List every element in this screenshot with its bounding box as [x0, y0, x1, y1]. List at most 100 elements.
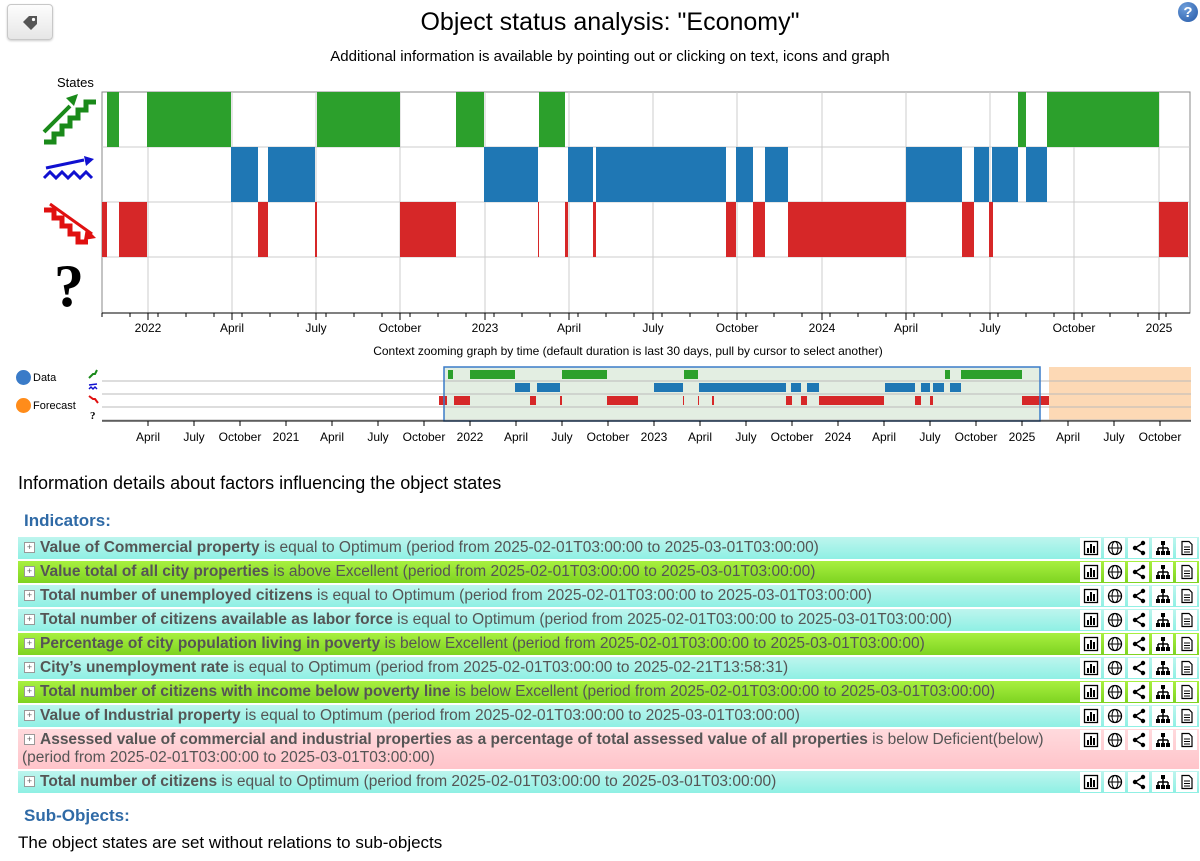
share-icon[interactable] — [1128, 586, 1149, 606]
row-actions — [1080, 706, 1197, 726]
share-icon[interactable] — [1128, 538, 1149, 558]
page-subtitle: Additional information is available by p… — [330, 48, 890, 65]
context-zoom-chart[interactable]: April July October 2021 April July October 2022… — [0, 0, 1200, 450]
expand-icon[interactable]: + — [24, 734, 35, 745]
document-icon[interactable] — [1176, 706, 1197, 726]
globe-icon[interactable] — [1104, 772, 1125, 792]
hierarchy-icon[interactable] — [1152, 538, 1173, 558]
document-icon[interactable] — [1176, 634, 1197, 654]
document-icon[interactable] — [1176, 610, 1197, 630]
chart-icon[interactable] — [1080, 610, 1101, 630]
hierarchy-icon[interactable] — [1152, 634, 1173, 654]
share-icon[interactable] — [1128, 682, 1149, 702]
share-icon[interactable] — [1128, 610, 1149, 630]
tag-button[interactable] — [7, 4, 53, 40]
indicator-name[interactable]: Value total of all city properties — [40, 563, 270, 580]
chart-icon[interactable] — [1080, 634, 1101, 654]
chart-icon[interactable] — [1080, 706, 1101, 726]
indicator-name[interactable]: Total number of unemployed citizens — [40, 587, 313, 604]
share-icon[interactable] — [1128, 772, 1149, 792]
globe-icon[interactable] — [1104, 538, 1125, 558]
indicator-name[interactable]: Total number of citizens with income bel… — [40, 683, 451, 700]
indicator-row[interactable]: + Total number of citizens available as … — [18, 609, 1199, 631]
chart-icon[interactable] — [1080, 562, 1101, 582]
globe-icon[interactable] — [1104, 706, 1125, 726]
hierarchy-icon[interactable] — [1152, 682, 1173, 702]
expand-icon[interactable]: + — [24, 686, 35, 697]
chart-icon[interactable] — [1080, 730, 1101, 750]
globe-icon[interactable] — [1104, 610, 1125, 630]
hierarchy-icon[interactable] — [1152, 562, 1173, 582]
expand-icon[interactable]: + — [24, 638, 35, 649]
expand-icon[interactable]: + — [24, 614, 35, 625]
share-icon[interactable] — [1128, 706, 1149, 726]
indicators-heading: Indicators: — [24, 511, 111, 530]
document-icon[interactable] — [1176, 586, 1197, 606]
indicator-name[interactable]: Total number of citizens available as la… — [40, 611, 393, 628]
document-icon[interactable] — [1176, 538, 1197, 558]
expand-icon[interactable]: + — [24, 590, 35, 601]
state-bar-down — [788, 202, 906, 257]
chart-icon[interactable] — [1080, 772, 1101, 792]
globe-icon[interactable] — [1104, 682, 1125, 702]
chart-icon[interactable] — [1080, 658, 1101, 678]
globe-icon[interactable] — [1104, 658, 1125, 678]
expand-icon[interactable]: + — [24, 662, 35, 673]
state-bar-down — [989, 202, 993, 257]
hierarchy-icon[interactable] — [1152, 610, 1173, 630]
legend-data[interactable]: Data — [16, 370, 56, 385]
ctx-bar-down — [801, 396, 807, 405]
expand-icon[interactable]: + — [24, 566, 35, 577]
trend-down-icon[interactable] — [44, 202, 96, 245]
indicator-name[interactable]: Value of Commercial property — [40, 539, 260, 556]
document-icon[interactable] — [1176, 562, 1197, 582]
indicator-row[interactable]: + Assessed value of commercial and indus… — [18, 729, 1199, 769]
expand-icon[interactable]: + — [24, 710, 35, 721]
ctx-unknown-icon: ? — [90, 410, 96, 422]
globe-icon[interactable] — [1104, 634, 1125, 654]
indicator-status: is equal to Optimum (period from 2025-02… — [312, 587, 872, 604]
indicator-row[interactable]: + Value of Commercial property is equal … — [18, 537, 1199, 559]
chart-icon[interactable] — [1080, 586, 1101, 606]
indicator-row[interactable]: + Value of Industrial property is equal … — [18, 705, 1199, 727]
indicator-name[interactable]: Percentage of city population living in … — [40, 635, 381, 652]
legend-forecast[interactable]: Forecast — [16, 398, 76, 413]
indicator-row[interactable]: + Total number of citizens is equal to O… — [18, 771, 1199, 793]
indicator-row[interactable]: + Total number of unemployed citizens is… — [18, 585, 1199, 607]
chart-icon[interactable] — [1080, 682, 1101, 702]
indicator-row[interactable]: + Percentage of city population living i… — [18, 633, 1199, 655]
document-icon[interactable] — [1176, 772, 1197, 792]
document-icon[interactable] — [1176, 682, 1197, 702]
expand-icon[interactable]: + — [24, 776, 35, 787]
indicator-name[interactable]: Total number of citizens — [40, 773, 218, 790]
hierarchy-icon[interactable] — [1152, 586, 1173, 606]
globe-icon[interactable] — [1104, 586, 1125, 606]
hierarchy-icon[interactable] — [1152, 772, 1173, 792]
share-icon[interactable] — [1128, 634, 1149, 654]
indicator-name[interactable]: City’s unemployment rate — [40, 659, 229, 676]
globe-icon[interactable] — [1104, 730, 1125, 750]
state-timeline-chart[interactable]: 2022 April July October 2023 April July October… — [0, 0, 1200, 345]
indicator-row[interactable]: + City’s unemployment rate is equal to O… — [18, 657, 1199, 679]
hierarchy-icon[interactable] — [1152, 730, 1173, 750]
hierarchy-icon[interactable] — [1152, 658, 1173, 678]
expand-icon[interactable]: + — [24, 542, 35, 553]
document-icon[interactable] — [1176, 730, 1197, 750]
help-icon[interactable]: ? — [1178, 2, 1198, 22]
indicator-row[interactable]: + Total number of citizens with income b… — [18, 681, 1199, 703]
share-icon[interactable] — [1128, 562, 1149, 582]
chart-icon[interactable] — [1080, 538, 1101, 558]
state-bar-down — [962, 202, 974, 257]
share-icon[interactable] — [1128, 730, 1149, 750]
ctx-bar-down — [698, 396, 699, 405]
document-icon[interactable] — [1176, 658, 1197, 678]
indicator-name[interactable]: Assessed value of commercial and industr… — [40, 731, 868, 748]
unknown-state-icon[interactable]: ? — [54, 253, 84, 316]
share-icon[interactable] — [1128, 658, 1149, 678]
trend-flat-icon[interactable] — [42, 156, 94, 181]
hierarchy-icon[interactable] — [1152, 706, 1173, 726]
indicator-name[interactable]: Value of Industrial property — [40, 707, 241, 724]
globe-icon[interactable] — [1104, 562, 1125, 582]
indicator-row[interactable]: + Value total of all city properties is … — [18, 561, 1199, 583]
trend-up-icon[interactable] — [42, 94, 96, 145]
